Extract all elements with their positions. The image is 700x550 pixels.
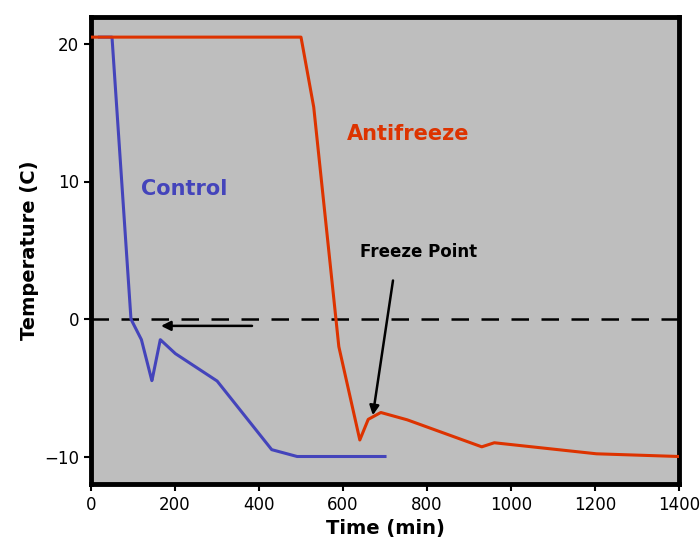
Text: Control: Control	[141, 179, 228, 199]
X-axis label: Time (min): Time (min)	[326, 519, 444, 538]
Text: Freeze Point: Freeze Point	[360, 243, 477, 261]
Text: Antifreeze: Antifreeze	[347, 124, 470, 144]
Y-axis label: Temperature (C): Temperature (C)	[20, 161, 38, 340]
